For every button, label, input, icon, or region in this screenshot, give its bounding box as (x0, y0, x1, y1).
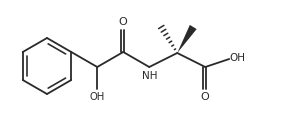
Text: OH: OH (90, 92, 105, 102)
Text: O: O (119, 17, 128, 27)
Polygon shape (177, 25, 197, 53)
Text: OH: OH (229, 53, 245, 63)
Text: NH: NH (142, 71, 158, 81)
Text: O: O (201, 92, 210, 102)
